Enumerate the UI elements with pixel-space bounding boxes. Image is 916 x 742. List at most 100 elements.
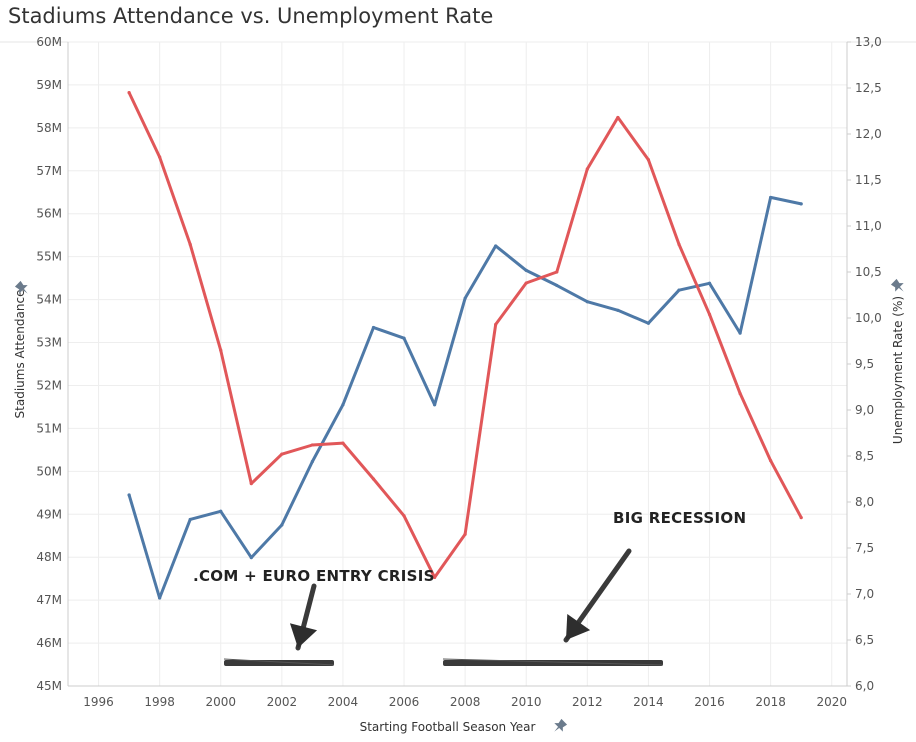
pin-icon[interactable] xyxy=(550,718,568,736)
attendance-point xyxy=(280,523,284,527)
x-tick-label: 1996 xyxy=(83,695,114,709)
y-right-tick-label: 7,0 xyxy=(855,587,874,601)
y-left-tick-label: 57M xyxy=(36,164,62,178)
y-left-tick-label: 52M xyxy=(36,378,62,392)
y-left-tick-label: 49M xyxy=(36,507,62,521)
x-tick-label: 2018 xyxy=(755,695,786,709)
unemployment-point xyxy=(646,158,651,162)
unemployment-point xyxy=(463,532,467,536)
x-tick-label: 2016 xyxy=(694,695,725,709)
pin-icon[interactable] xyxy=(890,278,908,296)
unemployment-point xyxy=(371,477,376,481)
y-left-axis-label: Stadiums Attendance xyxy=(13,290,27,419)
unemployment-point xyxy=(585,167,589,171)
attendance-point xyxy=(769,195,773,200)
attendance-point xyxy=(555,283,559,288)
attendance-point xyxy=(158,596,162,600)
y-left-tick-label: 60M xyxy=(36,35,62,49)
x-tick-label: 2000 xyxy=(205,695,236,709)
x-tick-label: 2020 xyxy=(816,695,847,709)
attendance-point xyxy=(432,403,437,407)
x-tick-label: 2012 xyxy=(572,695,603,709)
unemployment-point xyxy=(494,322,498,327)
unemployment-point xyxy=(677,242,681,246)
y-right-tick-label: 6,0 xyxy=(855,679,874,693)
y-right-tick-label: 8,0 xyxy=(855,495,874,509)
attendance-point xyxy=(524,268,528,273)
unemployment-point xyxy=(341,441,345,445)
y-right-tick-label: 10,5 xyxy=(855,265,882,279)
unemployment-point xyxy=(432,575,437,580)
y-left-tick-label: 54M xyxy=(36,293,62,307)
unemployment-point xyxy=(555,270,559,274)
y-left-tick-label: 46M xyxy=(36,636,62,650)
attendance-point xyxy=(616,308,620,312)
attendance-point xyxy=(494,244,498,248)
attendance-point xyxy=(188,517,192,522)
attendance-point xyxy=(219,509,223,513)
attendance-point xyxy=(402,336,406,340)
attendance-point xyxy=(310,459,314,464)
unemployment-point xyxy=(707,312,712,316)
x-tick-label: 2006 xyxy=(389,695,420,709)
y-right-tick-label: 6,5 xyxy=(855,633,874,647)
y-right-tick-label: 13,0 xyxy=(855,35,882,49)
attendance-point xyxy=(127,493,131,497)
y-left-tick-label: 56M xyxy=(36,207,62,221)
y-left-tick-label: 58M xyxy=(36,121,62,135)
unemployment-point xyxy=(769,459,773,463)
unemployment-point xyxy=(738,391,742,396)
crisis-underline-texture xyxy=(223,658,335,666)
annotation-crisis: .COM + EURO ENTRY CRISIS xyxy=(193,567,435,585)
unemployment-point xyxy=(219,348,223,352)
y-left-tick-label: 45M xyxy=(36,679,62,693)
attendance-point xyxy=(707,281,712,285)
y-right-tick-label: 11,5 xyxy=(855,173,882,187)
attendance-point xyxy=(463,296,467,300)
y-left-tick-label: 48M xyxy=(36,550,62,564)
attendance-point xyxy=(249,556,253,560)
unemployment-point xyxy=(280,452,284,456)
unemployment-point xyxy=(249,482,253,486)
attendance-point xyxy=(341,403,345,407)
unemployment-point xyxy=(127,91,131,95)
attendance-point xyxy=(585,300,589,304)
y-left-tick-label: 59M xyxy=(36,78,62,92)
annotation-recession: BIG RECESSION xyxy=(613,509,746,527)
y-left-tick-label: 53M xyxy=(36,336,62,350)
x-tick-label: 2008 xyxy=(450,695,481,709)
y-right-tick-label: 12,5 xyxy=(855,81,882,95)
x-tick-label: 2014 xyxy=(633,695,664,709)
y-right-tick-label: 9,0 xyxy=(855,403,874,417)
unemployment-point xyxy=(402,514,406,518)
y-right-tick-label: 10,0 xyxy=(855,311,882,325)
recession-underline xyxy=(443,660,663,666)
unemployment-point xyxy=(524,281,528,285)
pin-icon[interactable] xyxy=(14,280,32,298)
y-right-tick-label: 7,5 xyxy=(855,541,874,555)
y-right-tick-label: 9,5 xyxy=(855,357,874,371)
unemployment-point xyxy=(158,155,162,159)
unemployment-point xyxy=(799,516,803,520)
attendance-point xyxy=(646,321,651,325)
y-left-tick-label: 47M xyxy=(36,593,62,607)
x-tick-label: 2002 xyxy=(267,695,298,709)
y-left-tick-label: 51M xyxy=(36,421,62,435)
chart-title: Stadiums Attendance vs. Unemployment Rat… xyxy=(8,4,494,28)
x-tick-label: 2010 xyxy=(511,695,542,709)
x-tick-label: 1998 xyxy=(144,695,175,709)
y-left-tick-label: 50M xyxy=(36,464,62,478)
crisis-arrow-head xyxy=(289,623,318,648)
attendance-point xyxy=(738,331,742,335)
y-left-tick-label: 55M xyxy=(36,250,62,264)
unemployment-point xyxy=(616,115,620,120)
y-right-axis-label: Unemployment Rate (%) xyxy=(891,296,905,444)
unemployment-point xyxy=(310,443,314,447)
y-right-tick-label: 8,5 xyxy=(855,449,874,463)
y-right-tick-label: 12,0 xyxy=(855,127,882,141)
x-axis-label: Starting Football Season Year xyxy=(360,720,536,734)
attendance-point xyxy=(677,288,681,292)
x-tick-label: 2004 xyxy=(328,695,359,709)
attendance-point xyxy=(371,325,376,330)
